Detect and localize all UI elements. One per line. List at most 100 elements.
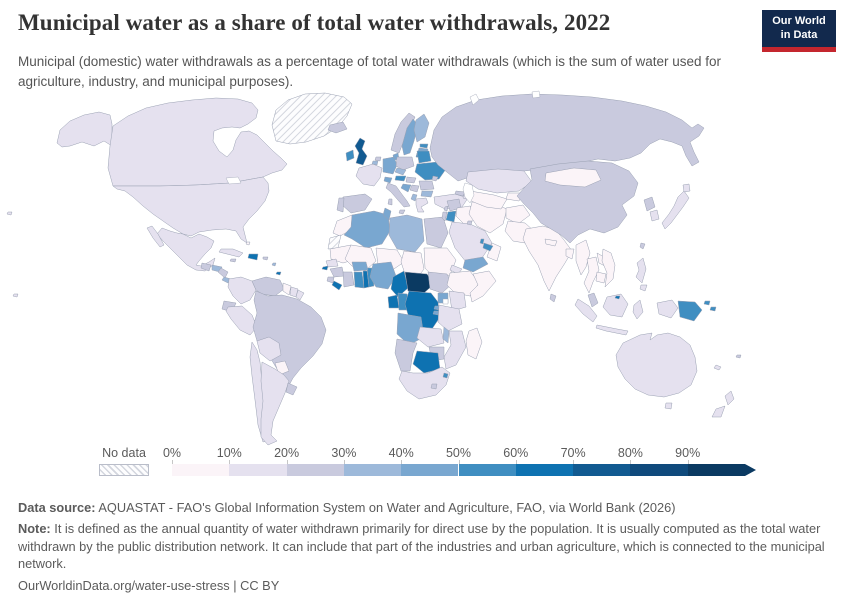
country-albania[interactable] — [410, 193, 418, 202]
country-baja-california[interactable] — [146, 225, 165, 248]
country-tunisia[interactable] — [382, 207, 392, 221]
country-belgium[interactable] — [371, 160, 379, 166]
country-hispaniola[interactable] — [247, 253, 259, 261]
country-java[interactable] — [595, 324, 629, 336]
country-somalia[interactable] — [469, 270, 497, 303]
country-iceland[interactable] — [327, 121, 348, 134]
legend-bin-70-80%[interactable] — [573, 464, 631, 476]
country-ghana[interactable] — [353, 271, 365, 289]
country-bosnia-croatia[interactable] — [400, 183, 412, 193]
country-vietnam[interactable] — [601, 248, 616, 288]
country-eswatini[interactable] — [442, 372, 449, 379]
country-austria[interactable] — [394, 175, 407, 182]
country-sardinia[interactable] — [387, 198, 393, 206]
country-japan[interactable] — [661, 190, 690, 230]
country-fiji[interactable] — [735, 354, 742, 359]
country-canada[interactable] — [107, 97, 288, 187]
country-italy[interactable] — [385, 182, 411, 208]
country-tasmania[interactable] — [664, 402, 673, 410]
country-south-sudan[interactable] — [427, 271, 453, 294]
legend-bin-40-50%[interactable] — [401, 464, 459, 476]
country-south-africa[interactable] — [398, 366, 451, 400]
country-western-sahara[interactable] — [327, 234, 342, 250]
country-lesser-antilles[interactable] — [271, 262, 277, 267]
country-west-new-guinea[interactable] — [656, 299, 679, 319]
country-georgia[interactable] — [454, 190, 466, 197]
country-bolivia[interactable] — [256, 336, 282, 362]
country-kenya[interactable] — [448, 290, 467, 312]
country-papua-new-guinea[interactable] — [677, 300, 703, 322]
country-hokkaido[interactable] — [682, 183, 691, 193]
country-egypt[interactable] — [423, 216, 449, 249]
country-gabon[interactable] — [387, 294, 400, 309]
legend-bin-20-30%[interactable] — [286, 464, 344, 476]
country-france[interactable] — [355, 163, 383, 187]
country-spain[interactable] — [341, 193, 373, 214]
country-puerto-rico[interactable] — [262, 256, 269, 261]
country-malaysia[interactable] — [587, 292, 599, 308]
country-new-caledonia[interactable] — [713, 364, 722, 371]
country-switzerland[interactable] — [383, 176, 393, 184]
country-myanmar[interactable] — [575, 239, 591, 276]
country-romania[interactable] — [418, 180, 435, 191]
country-hungary[interactable] — [405, 176, 417, 184]
country-north-korea[interactable] — [643, 196, 656, 212]
country-algeria[interactable] — [343, 210, 391, 249]
country-png-islands[interactable] — [703, 300, 717, 312]
country-venezuela[interactable] — [251, 276, 285, 297]
country-estonia[interactable] — [419, 143, 429, 149]
country-moldova[interactable] — [431, 175, 439, 182]
country-greenland[interactable] — [271, 92, 353, 145]
country-bahamas[interactable] — [245, 241, 251, 246]
legend-no-data-swatch[interactable] — [99, 464, 149, 476]
country-philippines[interactable] — [635, 257, 647, 284]
country-serbia[interactable] — [409, 184, 420, 193]
country-burundi[interactable] — [432, 310, 440, 316]
country-madagascar[interactable] — [465, 327, 483, 360]
country-tanzania[interactable] — [437, 304, 463, 332]
country-mindanao[interactable] — [639, 284, 648, 292]
country-taiwan[interactable] — [639, 242, 646, 250]
country-senegal[interactable] — [325, 258, 339, 268]
legend-bin-30-40%[interactable] — [343, 464, 402, 476]
country-namibia[interactable] — [394, 338, 418, 372]
country-nigeria[interactable] — [369, 261, 397, 290]
country-poland[interactable] — [395, 156, 415, 171]
country-sri-lanka[interactable] — [549, 293, 557, 303]
legend-bin-60-70%[interactable] — [515, 464, 574, 476]
country-central-african-republic[interactable] — [404, 271, 435, 294]
country-brunei[interactable] — [614, 295, 621, 300]
country-sierra-leone[interactable] — [326, 276, 335, 284]
country-ireland[interactable] — [345, 149, 355, 162]
country-kazakhstan[interactable] — [465, 168, 533, 194]
country-nepal[interactable] — [544, 238, 558, 247]
country-argentina[interactable] — [260, 361, 290, 446]
country-colombia[interactable] — [227, 276, 257, 305]
country-sumatra[interactable] — [574, 298, 598, 323]
country-yemen[interactable] — [462, 256, 489, 273]
owid-logo[interactable]: Our World in Data — [762, 10, 836, 52]
country-uk[interactable] — [354, 137, 368, 166]
country-finland[interactable] — [413, 113, 430, 143]
country-french-guiana[interactable] — [295, 289, 305, 301]
country-jordan[interactable] — [445, 210, 457, 223]
country-lebanon[interactable] — [443, 205, 449, 212]
country-hawaii[interactable] — [6, 211, 13, 216]
country-guatemala[interactable] — [200, 262, 212, 272]
country-polynesia[interactable] — [12, 293, 19, 298]
country-zambia[interactable] — [416, 326, 445, 348]
country-botswana[interactable] — [412, 350, 441, 374]
country-cameroon[interactable] — [390, 270, 409, 298]
country-uae[interactable] — [482, 242, 494, 252]
country-libya[interactable] — [388, 214, 425, 253]
country-australia[interactable] — [615, 332, 698, 398]
country-guyana[interactable] — [282, 282, 292, 296]
country-thailand[interactable] — [583, 256, 600, 294]
country-cuba[interactable] — [218, 248, 244, 258]
country-liberia[interactable] — [331, 280, 343, 291]
country-greece[interactable] — [415, 197, 429, 213]
country-lesotho[interactable] — [430, 383, 438, 390]
country-sulawesi[interactable] — [632, 299, 644, 320]
legend-bin-80-90%[interactable] — [630, 464, 688, 476]
country-bulgaria[interactable] — [420, 190, 434, 198]
